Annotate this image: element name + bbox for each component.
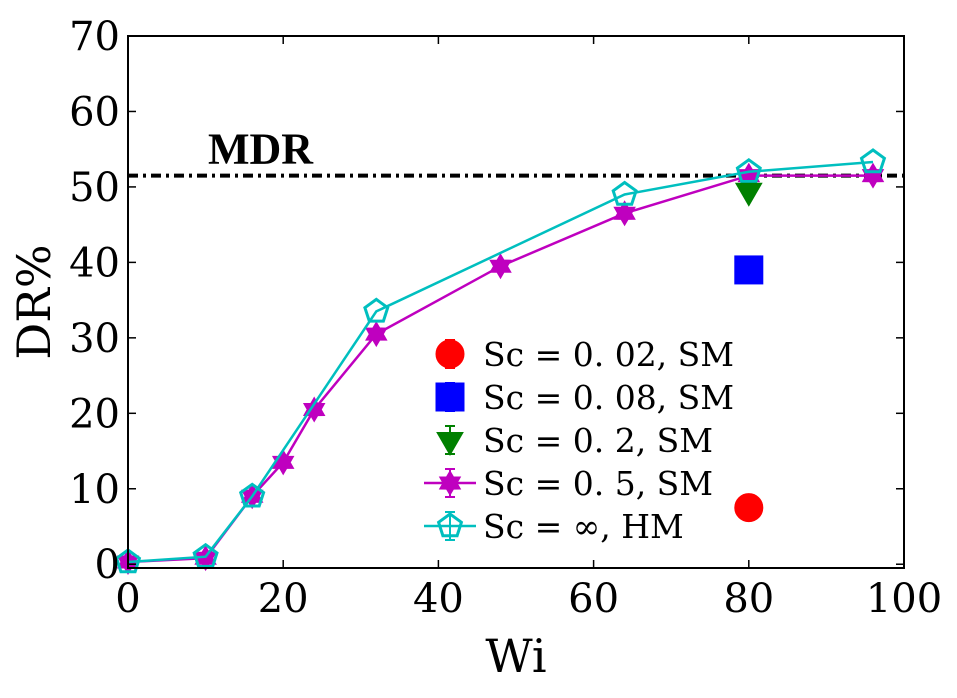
legend-marker	[435, 382, 465, 412]
series-1	[734, 255, 764, 285]
y-tick-label: 50	[69, 165, 120, 211]
legend-label: Sc = 0. 08, SM	[483, 378, 734, 417]
x-tick-label: 60	[568, 576, 619, 622]
series-line	[127, 160, 874, 564]
x-tick-label: 100	[866, 576, 942, 622]
tick-layer: 0 20 40 60 80 100 0 10 20 30 40 50 60 70	[69, 14, 942, 622]
data-point	[192, 542, 219, 568]
data-point	[734, 493, 764, 523]
plot-frame	[127, 35, 905, 569]
series-layer	[114, 148, 887, 575]
y-tick-label: 20	[69, 391, 120, 437]
data-point	[734, 182, 763, 207]
data-point	[613, 200, 636, 227]
data-point	[735, 157, 762, 183]
data-point	[238, 482, 266, 508]
legend-entry: Sc = 0. 08, SM	[435, 378, 734, 417]
x-tick-label: 40	[413, 576, 464, 622]
legend-entry: Sc = 0. 2, SM	[436, 421, 713, 460]
x-tick-label: 80	[723, 576, 774, 622]
data-point	[363, 297, 390, 323]
legend-marker	[436, 432, 464, 456]
y-tick-label: 70	[69, 14, 120, 60]
x-tick-label: 20	[258, 576, 309, 622]
y-tick-label: 60	[69, 89, 120, 135]
legend-entry: Sc = 0. 02, SM	[435, 335, 734, 374]
data-point	[114, 548, 142, 574]
legend-label: Sc = ∞, HM	[483, 507, 684, 546]
legend-entry: Sc = 0. 5, SM	[424, 464, 713, 503]
y-tick-label: 10	[69, 467, 120, 513]
legend-label: Sc = 0. 2, SM	[483, 421, 713, 460]
data-point	[302, 396, 326, 423]
legend-marker	[438, 470, 462, 496]
series-3	[116, 162, 885, 575]
mdr-label: MDR	[208, 125, 314, 174]
y-tick-label: 40	[69, 240, 120, 286]
series-2	[734, 182, 763, 207]
legend-label: Sc = 0. 02, SM	[483, 335, 734, 374]
legend-marker	[435, 339, 465, 369]
series-4	[114, 148, 887, 574]
data-point	[859, 148, 887, 174]
data-point	[611, 180, 638, 206]
legend: Sc = 0. 02, SM Sc = 0. 08, SM Sc = 0. 2, S…	[424, 335, 734, 546]
data-point	[489, 253, 512, 280]
series-0	[734, 493, 764, 523]
data-point	[734, 255, 764, 285]
y-tick-label: 0	[95, 542, 120, 588]
y-tick-label: 30	[69, 316, 120, 362]
y-axis-label: DR%	[7, 244, 61, 359]
legend-marker	[436, 512, 464, 538]
legend-entry: Sc = ∞, HM	[424, 507, 684, 546]
data-point	[861, 162, 885, 189]
legend-label: Sc = 0. 5, SM	[483, 464, 713, 503]
x-tick-label: 0	[115, 576, 140, 622]
x-axis-label: Wi	[485, 629, 546, 683]
